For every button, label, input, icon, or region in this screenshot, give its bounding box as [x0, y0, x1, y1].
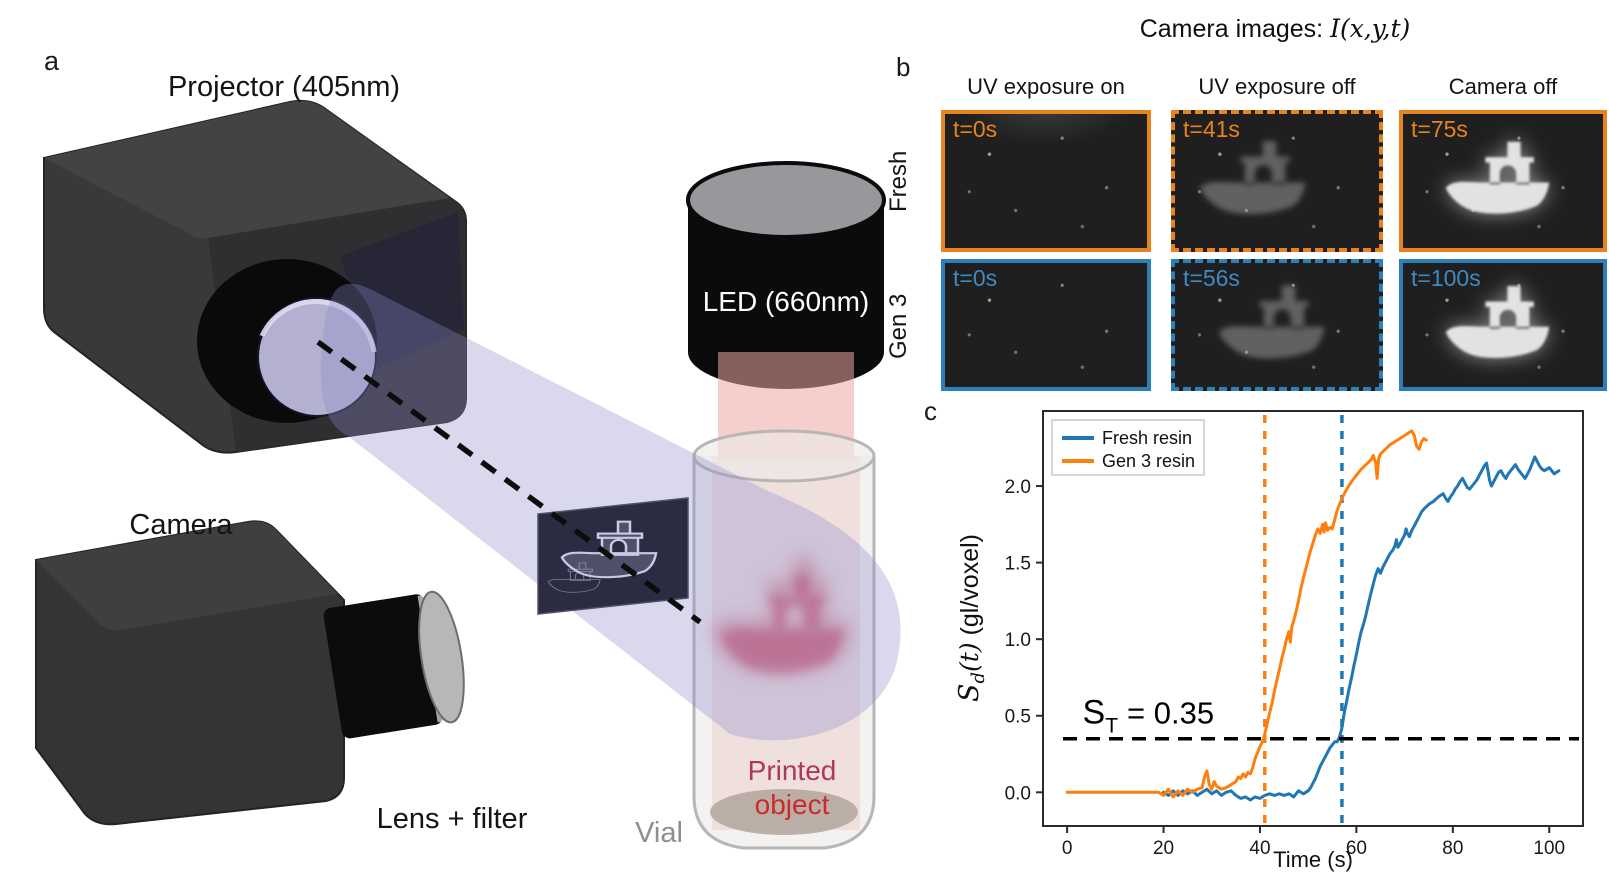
lens-filter-label: Lens + filter [377, 803, 528, 835]
series-gen-3-resin [1065, 429, 1428, 799]
x-tick-label: 80 [1442, 838, 1463, 859]
timestamp-label: t=0s [953, 116, 998, 142]
camera-label: Camera [129, 509, 233, 541]
timestamp-label: t=100s [1411, 265, 1481, 291]
camera-image-gen3-camera-off: t=100s [1399, 259, 1607, 391]
projector-label: Projector (405nm) [168, 71, 400, 103]
timestamp-label: t=41s [1183, 116, 1240, 142]
optical-axis-line [316, 339, 702, 625]
led-source [686, 161, 886, 389]
timestamp-label: t=56s [1183, 265, 1240, 291]
plot-frame [1042, 410, 1584, 827]
x-tick-label: 60 [1346, 838, 1367, 859]
series-fresh-resin [1162, 455, 1561, 802]
led-label: LED (660nm) [703, 286, 870, 317]
panel-b-label: b [896, 52, 911, 82]
x-tick-label: 100 [1533, 838, 1565, 859]
panel-a-label: a [44, 46, 60, 76]
printed-object-label-line1: Printed [748, 755, 837, 786]
printed-object-label-line2: object [755, 789, 830, 820]
camera-image-gen3-uv-off: t=56s [1171, 259, 1383, 391]
camera-image-fresh-uv-off: t=41s [1171, 110, 1383, 252]
camera-lens [323, 590, 465, 739]
legend-label: Gen 3 resin [1102, 451, 1195, 471]
y-tick-label: 1.5 [1005, 554, 1031, 575]
x-tick-label: 20 [1153, 838, 1174, 859]
column-header-camera-off: Camera off [1448, 74, 1558, 99]
projector [43, 99, 467, 454]
x-tick-label: 0 [1062, 838, 1073, 859]
camera-images-title-math: I(x,y,t) [1330, 14, 1411, 43]
panel-c-label: c [924, 396, 937, 426]
column-header-uv-on: UV exposure on [967, 74, 1125, 99]
projector-lens-face [257, 297, 377, 417]
camera [35, 520, 465, 826]
vial-label: Vial [635, 817, 683, 849]
y-axis-label: Sd(t)(gl/voxel) [954, 534, 989, 702]
y-tick-label: 0.5 [1005, 707, 1031, 728]
legend-box [1051, 419, 1205, 476]
legend-label: Fresh resin [1102, 428, 1192, 448]
column-header-uv-off: UV exposure off [1198, 74, 1356, 99]
y-tick-label: 2.0 [1005, 477, 1031, 498]
camera-image-fresh-camera-off: t=75s [1399, 110, 1607, 252]
camera-images-title-text: Camera images: [1139, 15, 1331, 43]
threshold-annotation: ST = 0.35 [1083, 693, 1215, 737]
camera-image-fresh-uv-on: t=0s [941, 110, 1151, 252]
y-tick-label: 0.0 [1005, 783, 1031, 804]
timestamp-label: t=75s [1411, 116, 1468, 142]
x-axis-label: Time (s) [1273, 847, 1353, 872]
y-tick-label: 1.0 [1005, 630, 1031, 651]
setup-schematic: a Projector (405nm) Camera Lens + filter… [35, 46, 901, 850]
camera-image-gen3-uv-on: t=0s [941, 259, 1151, 391]
camera-images-title: Camera images: I(x,y,t) [941, 14, 1609, 44]
x-tick-label: 40 [1249, 838, 1270, 859]
timestamp-label: t=0s [953, 265, 998, 291]
